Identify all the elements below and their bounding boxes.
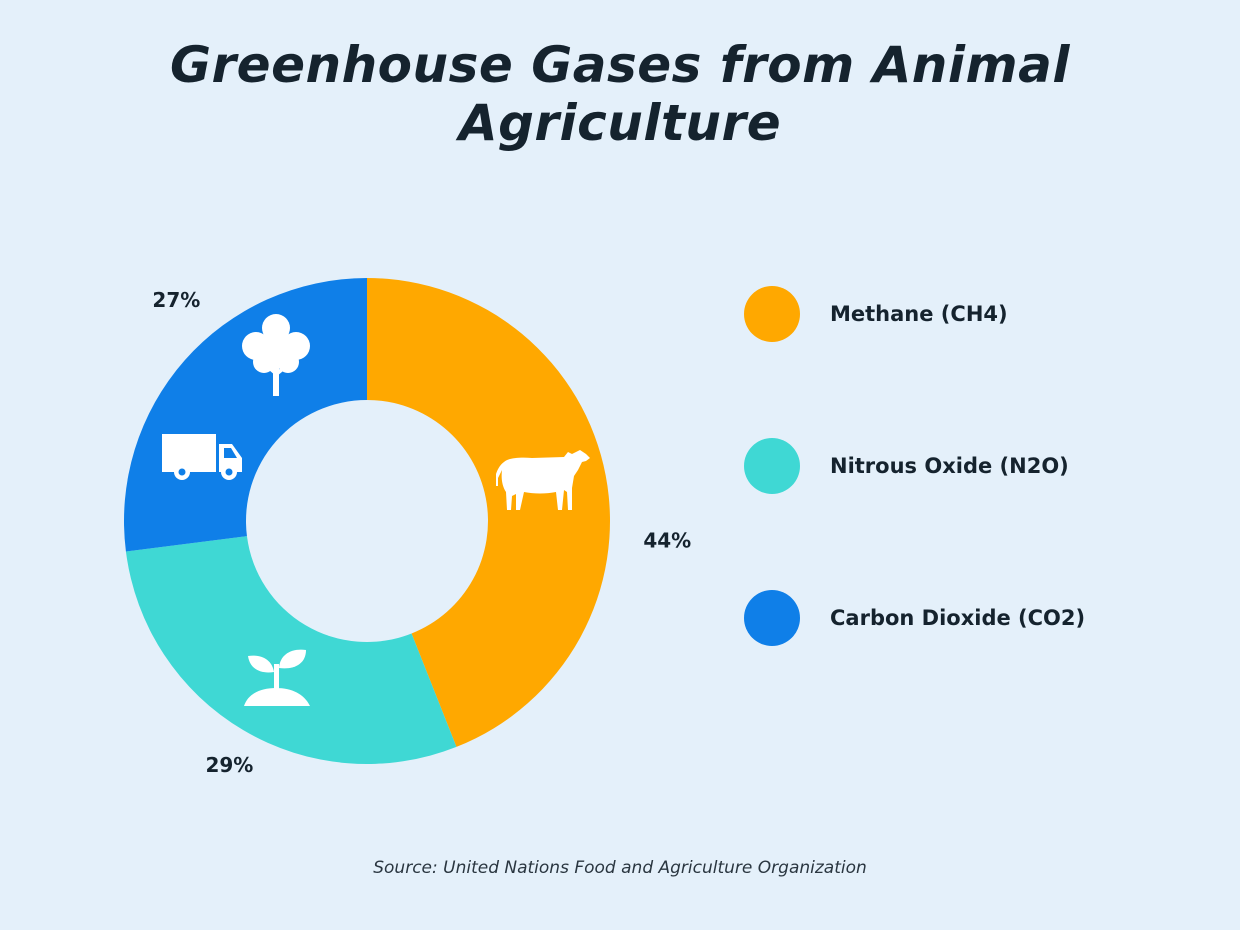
- value-label-carbon-dioxide: 27%: [152, 288, 200, 312]
- truck-icon: [162, 434, 242, 480]
- cow-icon: [496, 450, 590, 510]
- legend-item-methane: Methane (CH4): [744, 286, 1204, 342]
- value-label-methane: 44%: [643, 528, 691, 552]
- legend-swatch-carbon-dioxide: [744, 590, 800, 646]
- legend-label-carbon-dioxide: Carbon Dioxide (CO2): [830, 606, 1086, 630]
- legend-label-nitrous-oxide: Nitrous Oxide (N2O): [830, 454, 1069, 478]
- chart-title: Greenhouse Gases from Animal Agriculture: [169, 36, 1071, 152]
- value-label-nitrous-oxide: 29%: [205, 753, 253, 777]
- slice-nitrous-oxide: [125, 536, 457, 764]
- legend-item-nitrous-oxide: Nitrous Oxide (N2O): [744, 438, 1204, 494]
- slice-methane: [367, 278, 610, 747]
- legend-swatch-nitrous-oxide: [744, 438, 800, 494]
- legend-item-carbon-dioxide: Carbon Dioxide (CO2): [744, 590, 1204, 646]
- legend-swatch-methane: [744, 286, 800, 342]
- source-note: Source: United Nations Food and Agricult…: [373, 858, 867, 878]
- tree-icon: [242, 314, 310, 396]
- sprout-icon: [244, 649, 310, 706]
- legend-label-methane: Methane (CH4): [830, 302, 1008, 326]
- slice-carbon-dioxide: [124, 278, 367, 552]
